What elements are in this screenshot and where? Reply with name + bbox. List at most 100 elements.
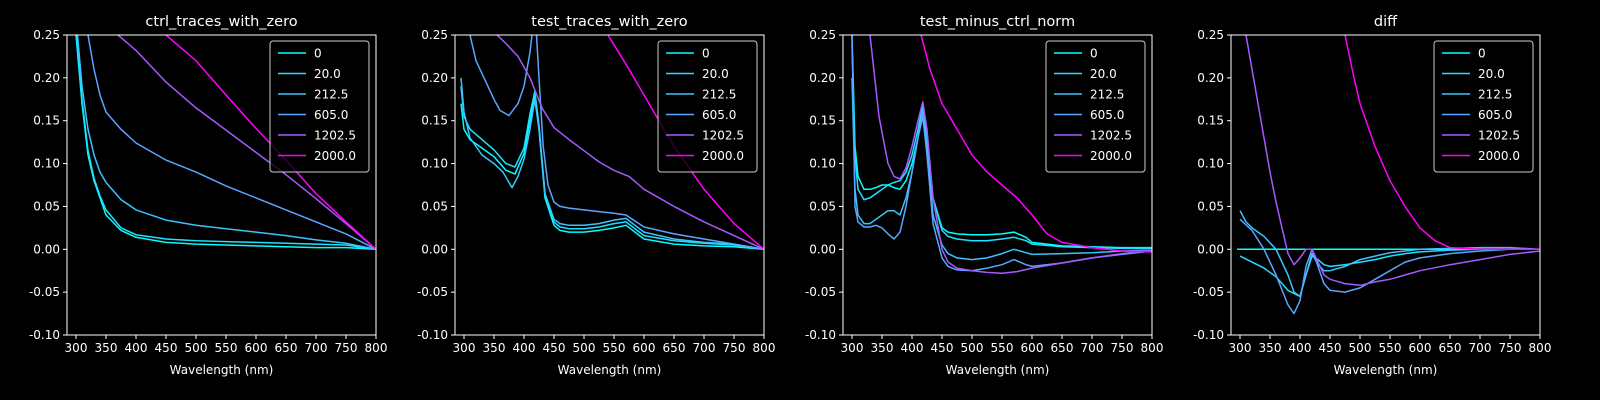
legend-label: 20.0 (702, 67, 729, 81)
x-tick-label: 400 (125, 341, 148, 355)
legend-label: 0 (314, 47, 322, 61)
legend-label: 0 (1090, 47, 1098, 61)
y-tick-label: 0.05 (33, 199, 60, 213)
x-axis-label: Wavelength (nm) (170, 363, 274, 377)
y-tick-label: 0.15 (33, 114, 60, 128)
series-line (76, 35, 376, 251)
series-line (851, 77, 1152, 261)
y-tick-label: -0.10 (805, 328, 836, 342)
x-tick-label: 450 (155, 341, 178, 355)
x-tick-label: 600 (1021, 341, 1044, 355)
y-tick-label: -0.10 (1193, 328, 1224, 342)
y-tick-label: 0.00 (809, 242, 836, 256)
x-tick-label: 500 (573, 341, 596, 355)
x-tick-label: 750 (723, 341, 746, 355)
series-line (851, 35, 1152, 272)
y-tick-label: 0.20 (1197, 71, 1224, 85)
series-line (1239, 210, 1540, 298)
legend-label: 1202.5 (314, 129, 356, 143)
series-line (460, 77, 764, 251)
series-group (851, 35, 1152, 275)
x-tick-label: 550 (603, 341, 626, 355)
legend-label: 212.5 (1478, 88, 1512, 102)
series-line (460, 94, 764, 251)
y-tick-label: 0.20 (421, 71, 448, 85)
x-tick-label: 300 (65, 341, 88, 355)
legend-label: 212.5 (314, 88, 348, 102)
legend-label: 2000.0 (314, 149, 356, 163)
chart-panel: 300 350 400 450 500 550 600 650 700 750 800 -0.10 -0… (805, 14, 1164, 377)
x-tick-label: 550 (1379, 341, 1402, 355)
y-tick-label: 0.25 (809, 28, 836, 42)
x-tick-label: 300 (1229, 341, 1252, 355)
chart-title: diff (1374, 14, 1398, 30)
x-tick-label: 650 (663, 341, 686, 355)
legend: 0 20.0 212.5 605.0 1202.5 2000.0 (269, 40, 370, 173)
x-tick-label: 750 (1499, 341, 1522, 355)
series-line (117, 35, 376, 250)
y-tick-label: -0.10 (29, 328, 60, 342)
x-tick-label: 350 (483, 341, 506, 355)
x-tick-label: 800 (1141, 341, 1164, 355)
x-tick-label: 450 (931, 341, 954, 355)
y-tick-label: -0.05 (417, 285, 448, 299)
y-tick-label: 0.00 (33, 242, 60, 256)
series-group (1237, 35, 1540, 315)
x-tick-label: 400 (1289, 341, 1312, 355)
y-tick-label: 0.05 (421, 199, 448, 213)
series-line (869, 35, 1152, 275)
legend-label: 2000.0 (1090, 149, 1132, 163)
x-tick-label: 750 (335, 341, 358, 355)
x-tick-label: 600 (1409, 341, 1432, 355)
series-line (87, 35, 376, 250)
y-tick-label: 0.25 (421, 28, 448, 42)
x-axis-label: Wavelength (nm) (1334, 363, 1438, 377)
legend-label: 2000.0 (702, 149, 744, 163)
x-tick-label: 400 (901, 341, 924, 355)
chart-title: ctrl_traces_with_zero (145, 14, 297, 30)
x-tick-label: 550 (991, 341, 1014, 355)
legend-label: 2000.0 (1478, 149, 1520, 163)
legend: 0 20.0 212.5 605.0 1202.5 2000.0 (657, 40, 758, 173)
x-tick-label: 800 (753, 341, 776, 355)
y-tick-label: 0.10 (33, 157, 60, 171)
y-tick-label: -0.05 (1193, 285, 1224, 299)
legend-label: 605.0 (702, 108, 736, 122)
legend-label: 212.5 (1090, 88, 1124, 102)
x-tick-label: 650 (1051, 341, 1074, 355)
x-tick-label: 700 (1469, 341, 1492, 355)
series-line (496, 35, 764, 250)
x-axis-label: Wavelength (nm) (946, 363, 1050, 377)
y-tick-label: 0.00 (1197, 242, 1224, 256)
x-tick-label: 350 (1259, 341, 1282, 355)
series-line (469, 35, 764, 251)
y-tick-label: 0.05 (1197, 199, 1224, 213)
x-tick-label: 800 (365, 341, 388, 355)
series-line (1344, 35, 1540, 251)
legend-label: 605.0 (314, 108, 348, 122)
x-tick-label: 600 (633, 341, 656, 355)
legend-label: 1202.5 (702, 129, 744, 143)
x-tick-label: 300 (841, 341, 864, 355)
y-tick-label: 0.20 (809, 71, 836, 85)
x-tick-label: 800 (1529, 341, 1552, 355)
y-tick-label: 0.15 (1197, 114, 1224, 128)
x-tick-label: 450 (1319, 341, 1342, 355)
x-tick-label: 500 (1349, 341, 1372, 355)
axes-frame (842, 34, 1153, 336)
legend-label: 1202.5 (1478, 129, 1520, 143)
y-tick-label: -0.05 (29, 285, 60, 299)
series-line (1239, 248, 1540, 298)
series-line (75, 35, 376, 251)
legend-label: 20.0 (314, 67, 341, 81)
y-tick-label: 0.10 (421, 157, 448, 171)
chart-panel: 300 350 400 450 500 550 600 650 700 750 800 -0.10 -0… (29, 14, 388, 377)
x-tick-label: 750 (1111, 341, 1134, 355)
chart-panel: 300 350 400 450 500 550 600 650 700 750 800 -0.10 -0… (1193, 14, 1552, 377)
y-tick-label: -0.05 (805, 285, 836, 299)
x-tick-label: 350 (95, 341, 118, 355)
y-tick-label: 0.10 (1197, 157, 1224, 171)
x-tick-label: 700 (1081, 341, 1104, 355)
chart-panel: 300 350 400 450 500 550 600 650 700 750 800 -0.10 -0… (417, 14, 776, 377)
